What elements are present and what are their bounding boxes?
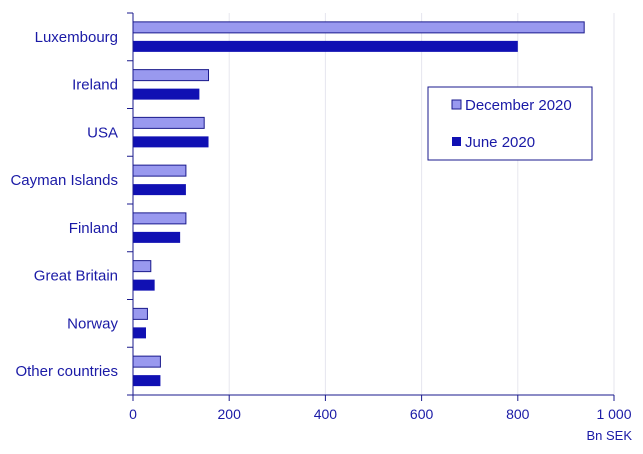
bar-ireland-december-2020 [132,69,210,82]
bar-norway-december-2020 [132,307,148,320]
bar-ireland-june-2020 [133,88,200,100]
bar-usa-june-2020 [133,136,209,148]
category-labels: Luxembourg Ireland USA Cayman Islands Finlan… [10,29,118,380]
x-tick-label-800: 800 [506,406,530,422]
bar-finland-december-2020 [132,212,187,225]
category-label-usa: USA [87,124,118,141]
grid-lines [228,13,615,395]
bar-norway-june-2020 [133,327,146,339]
x-tick-label-600: 600 [410,406,434,422]
axes: 0 200 400 600 800 1 000 [127,12,632,422]
bar-luxembourg-june-2020 [133,40,518,52]
x-tick-label-400: 400 [314,406,338,422]
bar-usa-december-2020 [132,116,205,129]
bar-other-countries-december-2020 [132,355,161,368]
category-label-finland: Finland [69,220,118,237]
bar-finland-june-2020 [133,231,181,243]
bar-other-countries-june-2020 [133,375,161,387]
bar-series [132,21,585,387]
bar-cayman-islands-june-2020 [133,184,186,196]
bar-great-britain-june-2020 [133,279,155,291]
legend-swatch-june-2020 [452,137,461,146]
legend-swatch-december-2020 [451,99,462,110]
category-label-ireland: Ireland [72,77,118,94]
bar-cayman-islands-december-2020 [132,164,187,177]
category-label-other-countries: Other countries [15,363,118,380]
category-label-great-britain: Great Britain [34,268,118,285]
x-tick-label-0: 0 [129,406,137,422]
bar-great-britain-december-2020 [132,260,152,273]
legend-label-december-2020: December 2020 [465,97,572,114]
x-axis-unit-label: Bn SEK [586,428,632,443]
legend-box [427,86,593,161]
legend: December 2020 June 2020 [427,86,593,161]
bar-luxembourg-december-2020 [132,21,585,34]
x-tick-label-1-000: 1 000 [596,406,631,422]
category-label-norway: Norway [67,315,118,332]
legend-label-june-2020: June 2020 [465,134,535,151]
category-label-cayman-islands: Cayman Islands [10,172,118,189]
category-label-luxembourg: Luxembourg [35,29,118,46]
x-tick-label-200: 200 [218,406,242,422]
